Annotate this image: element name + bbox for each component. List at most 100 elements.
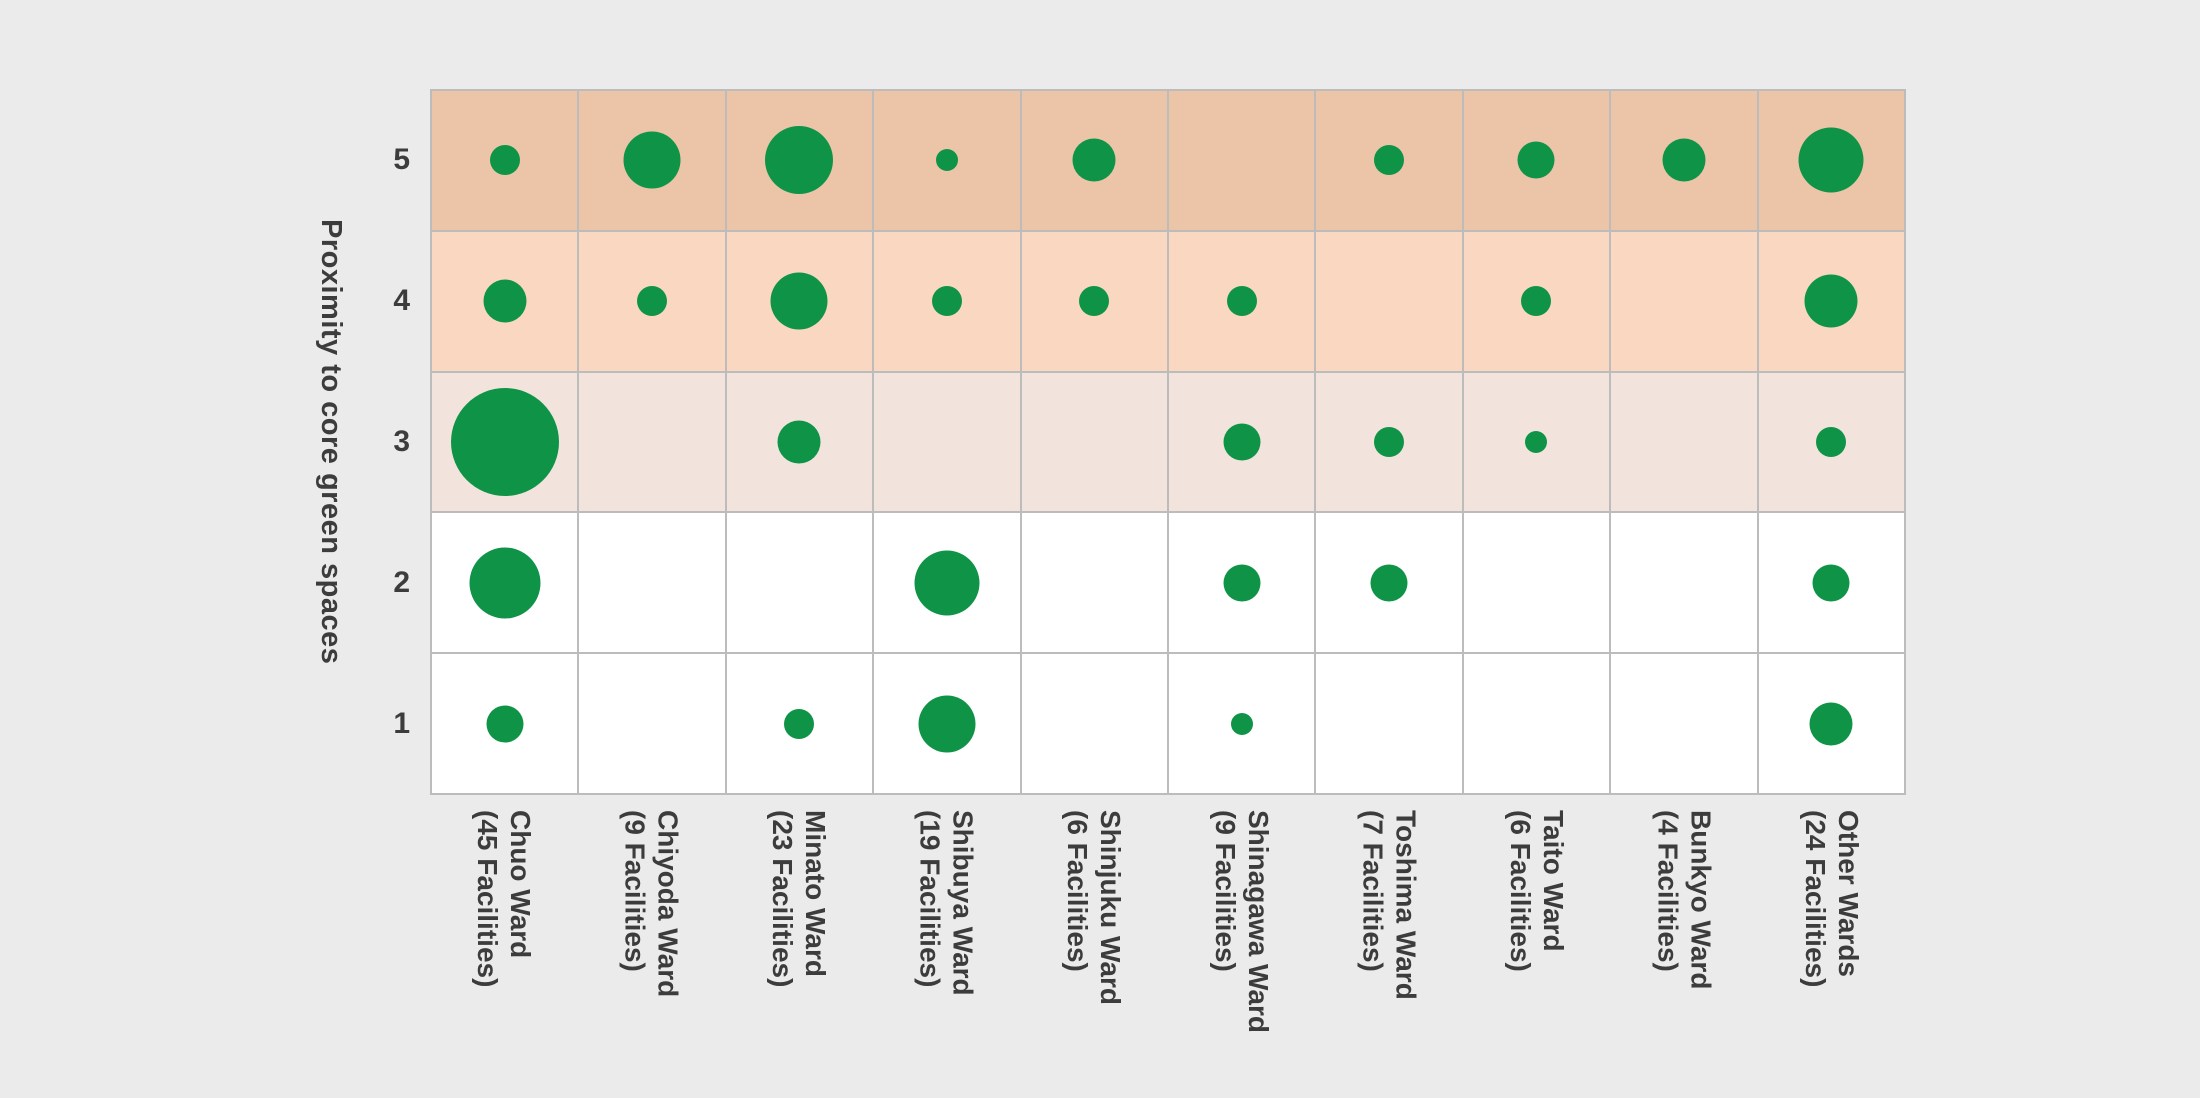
bubble-mark[interactable] — [1072, 138, 1116, 182]
x-axis-label-count: (9 Facilities) — [619, 810, 651, 972]
bubble-mark[interactable] — [784, 708, 815, 739]
x-axis-label: Toshima Ward (7 Facilities) — [1316, 810, 1464, 1090]
grid-cell — [1611, 231, 1757, 371]
grid-cell — [1611, 372, 1757, 512]
grid-cell — [1463, 513, 1610, 653]
x-axis-label-ward: Chuo Ward — [504, 810, 536, 959]
bubble-mark[interactable] — [1226, 286, 1257, 317]
grid-cell — [874, 372, 1020, 512]
grid-cell — [1758, 231, 1904, 371]
x-axis-label-ward: Toshima Ward — [1390, 810, 1422, 1000]
bubble-mark[interactable] — [450, 387, 559, 496]
x-axis-label-text: Bunkyo Ward (4 Facilities) — [1652, 810, 1718, 989]
grid-cell — [726, 231, 873, 371]
grid-cell — [1463, 372, 1610, 512]
bubble-mark[interactable] — [1374, 426, 1405, 457]
x-axis-label-count: (9 Facilities) — [1209, 810, 1241, 972]
bubble-mark[interactable] — [469, 547, 541, 619]
x-axis-label-ward: Minato Ward — [799, 810, 831, 977]
bubble-mark[interactable] — [486, 705, 524, 743]
bubble-mark[interactable] — [1662, 138, 1706, 182]
x-axis-label: Bunkyo Ward (4 Facilities) — [1611, 810, 1759, 1090]
bubble-mark[interactable] — [483, 279, 527, 323]
bubble-mark[interactable] — [1517, 141, 1555, 179]
x-axis-label-count: (6 Facilities) — [1062, 810, 1094, 972]
grid-cell — [874, 91, 1020, 230]
bubble-mark[interactable] — [935, 149, 958, 172]
grid-cell — [579, 513, 725, 653]
grid-cell — [1316, 231, 1462, 371]
bubble-mark[interactable] — [637, 286, 668, 317]
x-axis-label-count: (23 Facilities) — [766, 810, 798, 988]
x-axis-label-ward: Shibuya Ward — [947, 810, 979, 996]
x-axis-label-text: Taito Ward (6 Facilities) — [1504, 810, 1570, 972]
y-axis-tick: 2 — [393, 566, 410, 599]
bubble-mark[interactable] — [1079, 286, 1110, 317]
x-axis-label: Minato Ward (23 Facilities) — [725, 810, 873, 1090]
grid-cell — [579, 91, 725, 230]
grid-cell — [1316, 513, 1462, 653]
bubble-mark[interactable] — [1798, 127, 1864, 193]
x-axis-label: Shinjuku Ward (6 Facilities) — [1020, 810, 1168, 1090]
x-axis-label-count: (45 Facilities) — [471, 810, 503, 988]
bubble-mark[interactable] — [1370, 564, 1408, 602]
grid-cell — [1021, 654, 1167, 793]
grid-cell — [1463, 231, 1610, 371]
grid-cell — [1758, 513, 1904, 653]
grid-cell — [1316, 91, 1462, 230]
y-axis: 5 4 3 2 1 — [338, 89, 410, 795]
x-axis-label-ward: Shinagawa Ward — [1242, 810, 1274, 1034]
grid-cell — [579, 654, 725, 793]
bubble-mark[interactable] — [1230, 712, 1253, 735]
x-axis-label-ward: Shinjuku Ward — [1095, 810, 1127, 1005]
grid-cell — [726, 654, 873, 793]
bubble-mark[interactable] — [931, 286, 962, 317]
bubble-mark[interactable] — [777, 420, 821, 464]
bubble-mark[interactable] — [489, 145, 520, 176]
bubble-mark[interactable] — [770, 272, 828, 330]
bubble-mark[interactable] — [914, 550, 980, 616]
x-axis-label-text: Chuo Ward (45 Facilities) — [471, 810, 537, 987]
grid-cell — [874, 231, 1020, 371]
grid-cell — [1316, 372, 1462, 512]
grid-cell — [1021, 513, 1167, 653]
grid-cell — [1463, 654, 1610, 793]
grid-cell — [1021, 91, 1167, 230]
grid-cell — [1758, 372, 1904, 512]
grid-cell — [726, 372, 873, 512]
bubble-mark[interactable] — [765, 126, 834, 195]
grid-cell — [1168, 513, 1315, 653]
grid-cell — [1316, 654, 1462, 793]
bubble-mark[interactable] — [1809, 702, 1853, 746]
bubble-mark[interactable] — [1816, 426, 1847, 457]
x-axis-label: Chuo Ward (45 Facilities) — [430, 810, 578, 1090]
x-axis-label-ward: Other Wards — [1833, 810, 1865, 977]
x-axis-label-count: (6 Facilities) — [1504, 810, 1536, 972]
grid-cell — [874, 654, 1020, 793]
bubble-mark[interactable] — [1804, 274, 1858, 328]
grid-cell — [432, 372, 578, 512]
bubble-mark[interactable] — [1525, 430, 1548, 453]
x-axis-label-text: Chiyoda Ward (9 Facilities) — [618, 810, 684, 997]
grid-cell — [1463, 91, 1610, 230]
x-axis-label-ward: Chiyoda Ward — [652, 810, 684, 998]
x-axis-label-text: Other Wards (24 Facilities) — [1799, 810, 1865, 987]
x-axis-label-text: Shibuya Ward (19 Facilities) — [914, 810, 980, 996]
grid-cell — [432, 654, 578, 793]
bubble-mark[interactable] — [1223, 564, 1261, 602]
grid-cell — [432, 91, 578, 230]
y-axis-tick: 4 — [393, 284, 410, 317]
grid-cell — [579, 231, 725, 371]
x-axis-label-text: Shinagawa Ward (9 Facilities) — [1209, 810, 1275, 1033]
bubble-mark[interactable] — [1812, 564, 1850, 602]
bubble-mark[interactable] — [918, 695, 976, 753]
grid-cell — [874, 513, 1020, 653]
grid-cell — [432, 231, 578, 371]
bubble-mark[interactable] — [1374, 145, 1405, 176]
y-axis-tick: 5 — [393, 143, 410, 176]
bubble-mark[interactable] — [1223, 423, 1261, 461]
x-axis-label: Shibuya Ward (19 Facilities) — [873, 810, 1021, 1090]
x-axis-label-ward: Bunkyo Ward — [1685, 810, 1717, 990]
bubble-mark[interactable] — [623, 131, 681, 189]
bubble-mark[interactable] — [1521, 286, 1552, 317]
